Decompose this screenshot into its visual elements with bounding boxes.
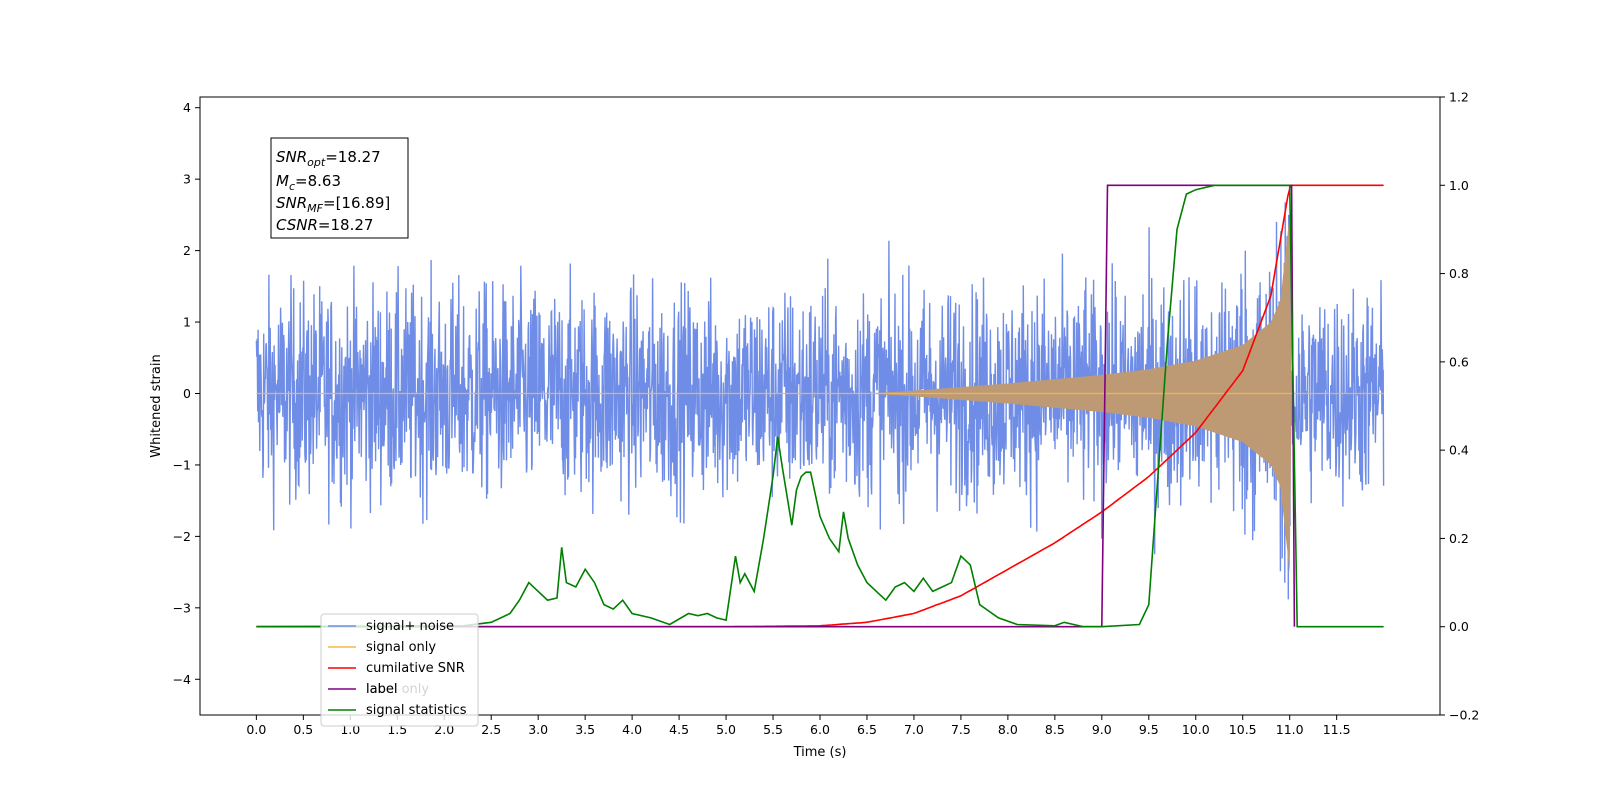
annotation-csnr: CSNR=18.27 — [276, 216, 373, 234]
x-tick-label: 6.0 — [810, 722, 830, 737]
y-tick-label: −1 — [173, 457, 191, 472]
x-tick-label: 2.5 — [481, 722, 501, 737]
x-axis-label: Time (s) — [793, 745, 847, 760]
y-tick-label: 2 — [183, 243, 191, 258]
y-tick-label: 0 — [183, 386, 191, 401]
y2-tick-label: 0.0 — [1449, 619, 1469, 634]
x-tick-label: 10.5 — [1229, 722, 1257, 737]
axes: 0.0 0.5 1.0 1.5 2.0 2.5 3.0 3.5 4.0 4.5 5.0 5.5 6.0 6… — [173, 90, 1480, 738]
x-tick-label: 11.0 — [1276, 722, 1304, 737]
y2-tick-label: 0.2 — [1449, 531, 1469, 546]
series-signal-statistics — [256, 184, 1384, 628]
legend-label-overlay: label — [366, 682, 397, 697]
y-tick-label: 4 — [183, 100, 191, 115]
annotation-box: SNRopt=18.27 Mc=8.63 SNRMF=[16.89] CSNR=… — [270, 137, 409, 239]
x-tick-label: 3.5 — [575, 722, 595, 737]
y-tick-label: −2 — [173, 529, 191, 544]
legend-item-signal-statistics: signal statistics — [328, 703, 467, 718]
legend-label-ghost: label only — [366, 682, 429, 697]
x-tick-label: 8.0 — [998, 722, 1018, 737]
y2-tick-label: 0.6 — [1449, 354, 1469, 369]
y-tick-label: −4 — [173, 672, 191, 687]
x-tick-label: 0.0 — [246, 722, 266, 737]
x-tick-label: 0.5 — [293, 722, 313, 737]
legend-label: label — [366, 682, 397, 697]
x-tick-label: 5.5 — [763, 722, 783, 737]
annotation-snr-opt: SNRopt=18.27 — [276, 148, 381, 169]
x-tick-label: 6.5 — [857, 722, 877, 737]
annotation-snr-mf: SNRMF=[16.89] — [276, 194, 390, 215]
legend-item-signal-only: signal only — [328, 640, 436, 655]
x-tick-label: 10.0 — [1182, 722, 1210, 737]
legend-item-label: label label only label — [328, 682, 429, 697]
annotation-frame — [270, 137, 409, 239]
y-axis-label: Whitened strain — [149, 354, 164, 457]
x-tick-label: 8.5 — [1045, 722, 1065, 737]
y2-tick-label: 0.4 — [1449, 443, 1469, 458]
legend-label: signal only — [366, 640, 436, 655]
y2-tick-label: −0.2 — [1449, 708, 1479, 723]
x-tick-label: 3.0 — [528, 722, 548, 737]
legend-label: signal+ noise — [366, 619, 454, 634]
y2-tick-label: 1.2 — [1449, 90, 1469, 105]
y-tick-label: 3 — [183, 172, 191, 187]
legend-item-cumulative-snr: cumilative SNR — [328, 661, 465, 676]
y2-tick-label: 1.0 — [1449, 178, 1469, 193]
legend-item-signal-noise: signal+ noise — [328, 619, 454, 634]
x-tick-label: 7.0 — [904, 722, 924, 737]
y-tick-label: 1 — [183, 315, 191, 330]
x-tick-label: 7.5 — [951, 722, 971, 737]
x-tick-label: 4.5 — [669, 722, 689, 737]
legend: signal+ noise signal only cumilative SNR… — [320, 613, 479, 727]
legend-label: signal statistics — [366, 703, 467, 718]
legend-label: cumilative SNR — [366, 661, 465, 676]
x-tick-label: 5.0 — [716, 722, 736, 737]
y-tick-label: −3 — [173, 600, 191, 615]
x-tick-label: 9.5 — [1139, 722, 1159, 737]
annotation-mc: Mc=8.63 — [276, 172, 341, 193]
legend-frame — [320, 613, 479, 727]
x-tick-label: 9.0 — [1092, 722, 1112, 737]
x-tick-label: 11.5 — [1323, 722, 1351, 737]
x-tick-label: 4.0 — [622, 722, 642, 737]
y2-tick-label: 0.8 — [1449, 266, 1469, 281]
